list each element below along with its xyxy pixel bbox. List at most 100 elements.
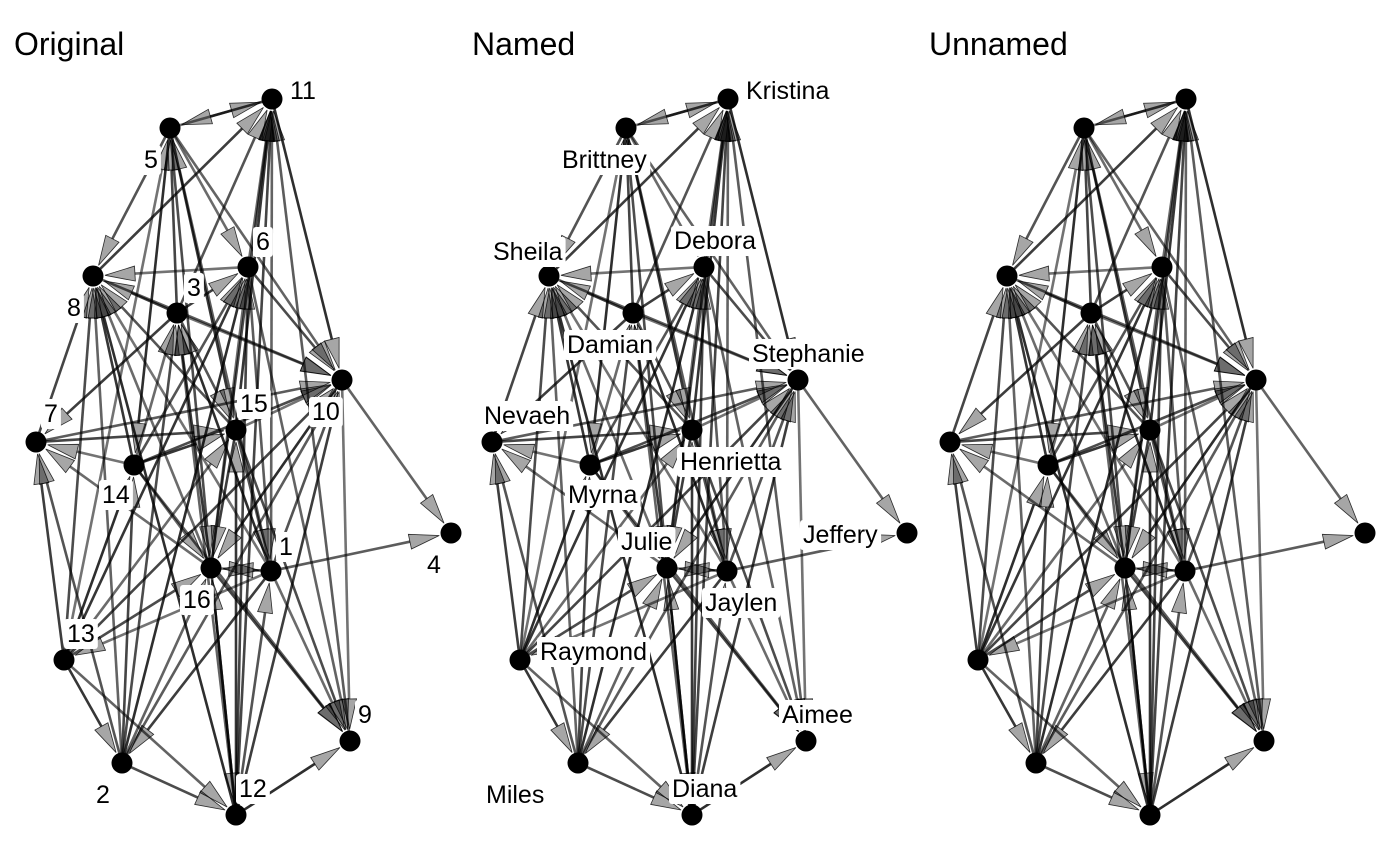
edge-13-to-2 — [981, 668, 1017, 728]
edge-14-to-8 — [1014, 316, 1048, 456]
edge-3-to-5 — [626, 169, 634, 304]
node-label-background-8 — [64, 293, 84, 323]
edge-7-to-15 — [959, 431, 1109, 443]
edge-2-to-12 — [1044, 765, 1113, 799]
arrowhead-16-to-9 — [317, 702, 343, 732]
arrowhead-6-to-10 — [308, 342, 335, 372]
arrowhead-15-to-8 — [1014, 284, 1042, 313]
node-11 — [1175, 88, 1197, 110]
node-label-7: Nevaeh — [484, 402, 570, 430]
arrowhead-14-to-7 — [961, 443, 994, 460]
node-12 — [225, 804, 247, 826]
edge-6-to-8 — [590, 266, 695, 275]
edge-15-to-16 — [1131, 439, 1150, 527]
edge-15-to-10 — [244, 396, 305, 427]
arrowhead-3-to-6 — [208, 273, 239, 297]
arrowhead-12-to-3 — [173, 324, 190, 357]
node-label-background-4 — [800, 520, 882, 550]
arrowhead-10-to-16 — [673, 528, 698, 559]
edge-2-to-7 — [959, 482, 1035, 754]
node-label-4: Jeffery — [803, 521, 878, 549]
edge-16-to-12 — [1124, 577, 1148, 774]
arrowhead-13-to-6 — [1136, 277, 1158, 309]
node-label-background-4 — [424, 550, 444, 580]
edge-6-to-10 — [709, 273, 773, 349]
arrowhead-2-to-8 — [543, 287, 560, 319]
arrowhead-15-to-16 — [1124, 524, 1141, 557]
node-label-16: Julie — [621, 528, 672, 556]
edge-7-to-10 — [959, 387, 1216, 442]
node-label-group-1: 1 — [276, 532, 296, 562]
node-label-group-15: 15 — [237, 389, 271, 419]
node-4 — [896, 522, 918, 544]
node-10 — [331, 369, 353, 391]
node-label-13: 13 — [67, 620, 95, 648]
edge-14-to-3 — [135, 353, 167, 456]
edge-11-to-10 — [729, 108, 790, 340]
edge-7-to-10 — [501, 387, 758, 442]
node-label-background-7 — [41, 399, 61, 429]
edge-15-to-10 — [1158, 396, 1219, 427]
arrowhead-16-to-7 — [501, 448, 532, 474]
arrowhead-11-to-5 — [181, 108, 213, 126]
node-label-group-7: Nevaeh — [481, 401, 574, 431]
edge-16-to-8 — [107, 314, 209, 560]
edge-13-to-5 — [978, 168, 1078, 651]
arrowhead-1-to-16 — [678, 562, 710, 579]
node-15 — [1139, 419, 1161, 441]
arrowhead-12-to-9 — [310, 747, 341, 771]
arrowhead-1-to-8 — [554, 285, 578, 317]
node-label-4: 4 — [427, 551, 441, 579]
edge-6-to-9 — [248, 276, 343, 701]
node-label-background-8 — [490, 237, 566, 267]
node-label-2: Miles — [486, 781, 544, 809]
arrowhead-14-to-7 — [503, 443, 536, 460]
edge-7-to-8 — [952, 315, 995, 433]
arrowhead-2-to-12 — [650, 790, 682, 811]
edge-13-to-12 — [526, 665, 662, 788]
edge-14-to-6 — [593, 302, 685, 457]
arrowhead-6-to-8 — [560, 265, 592, 282]
node-label-background-1 — [276, 532, 296, 562]
edge-15-to-9 — [238, 438, 337, 703]
arrowhead-1-to-2 — [1042, 724, 1069, 754]
edge-12-to-8 — [1016, 316, 1149, 806]
arrowhead-1-to-2 — [584, 724, 611, 754]
edge-13-to-15 — [982, 462, 1126, 653]
edge-15-to-11 — [235, 140, 269, 421]
arrowhead-1-to-8 — [1012, 285, 1036, 317]
arrowhead-16-to-7 — [45, 448, 76, 474]
arrowhead-10-to-4 — [1333, 493, 1359, 524]
node-2 — [111, 752, 133, 774]
node-label-background-12 — [669, 774, 741, 804]
edge-10-to-4 — [802, 387, 884, 500]
node-1 — [1174, 560, 1196, 582]
node-9 — [339, 730, 361, 752]
arrowhead-13-to-2 — [1008, 722, 1031, 753]
arrowhead-1-to-5 — [1085, 139, 1102, 172]
node-label-group-13: 13 — [64, 619, 98, 649]
edge-12-to-3 — [636, 354, 693, 806]
node-label-group-14: 14 — [99, 480, 133, 510]
node-11 — [717, 88, 739, 110]
edge-11-to-5 — [666, 100, 719, 118]
node-label-background-10 — [309, 397, 343, 427]
arrowhead-13-to-12 — [199, 780, 228, 808]
arrowhead-2-to-7 — [38, 453, 55, 486]
node-label-13: Raymond — [540, 638, 647, 666]
edge-1-to-8 — [1027, 311, 1181, 564]
edge-layer-original — [33, 100, 445, 811]
node-16 — [1114, 557, 1136, 579]
node-label-background-5 — [559, 145, 651, 175]
arrowhead-5-to-8 — [98, 234, 120, 266]
edge-3-to-6 — [640, 288, 670, 309]
arrowhead-13-to-5 — [1067, 139, 1084, 172]
edge-9-to-11 — [275, 140, 351, 732]
node-label-11: 11 — [290, 77, 316, 105]
edge-1-to-2 — [1060, 578, 1180, 731]
arrowhead-10-to-9 — [341, 698, 358, 730]
edge-5-to-6 — [1087, 136, 1143, 232]
node-label-background-7 — [481, 401, 574, 431]
